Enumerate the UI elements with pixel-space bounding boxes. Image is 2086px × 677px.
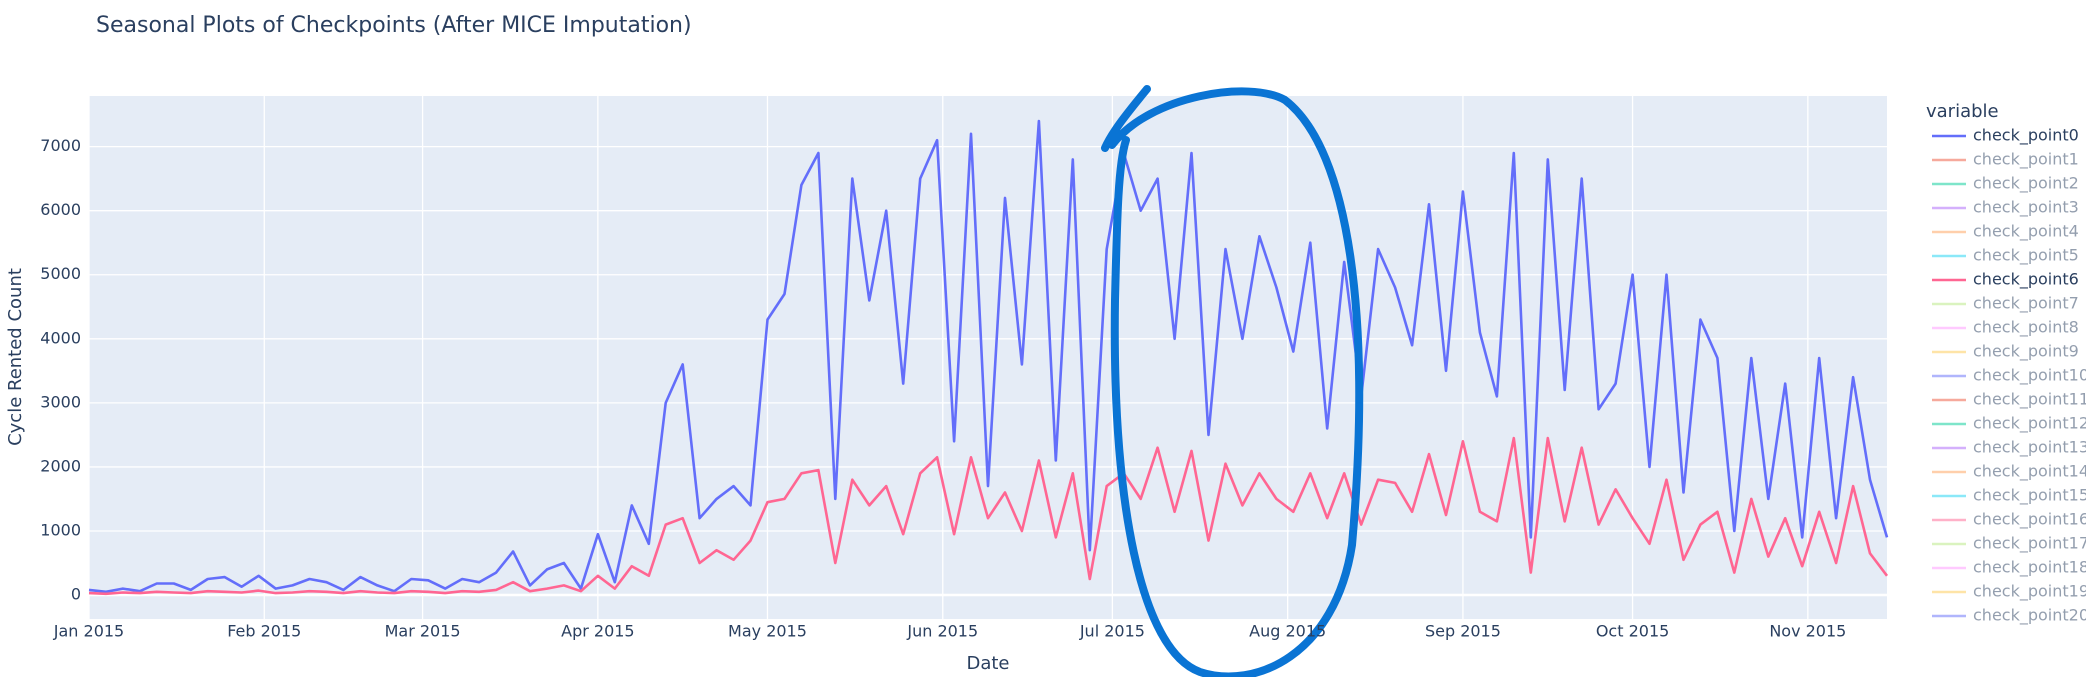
- series-line: [88, 119, 1889, 594]
- legend-label: check_point8: [1973, 318, 2079, 338]
- x-tick-label: Mar 2015: [385, 622, 461, 641]
- legend-label: check_point2: [1973, 174, 2079, 194]
- y-tick-label: 2000: [40, 456, 81, 475]
- plot-background: [89, 96, 1887, 619]
- x-tick-label: Nov 2015: [1769, 622, 1846, 641]
- legend-label: check_point10: [1973, 366, 2086, 386]
- legend-label: check_point20: [1973, 606, 2086, 626]
- y-tick-label: 0: [71, 585, 81, 604]
- x-tick-label: Feb 2015: [227, 622, 301, 641]
- legend-label: check_point7: [1973, 294, 2079, 314]
- legend-label: check_point17: [1973, 534, 2086, 554]
- chart-title: Seasonal Plots of Checkpoints (After MIC…: [96, 13, 692, 38]
- hand-drawn-circle: [1101, 85, 1364, 677]
- legend-label: check_point3: [1973, 198, 2079, 218]
- legend-label: check_point12: [1973, 414, 2086, 434]
- x-tick-label: Jul 2015: [1079, 622, 1145, 641]
- y-tick-label: 7000: [40, 136, 81, 155]
- legend-label: check_point0: [1973, 126, 2079, 146]
- legend-label: check_point14: [1973, 462, 2086, 482]
- x-axis-title: Date: [966, 653, 1009, 674]
- legend-label: check_point6: [1973, 270, 2079, 290]
- x-tick-label: Apr 2015: [561, 622, 634, 641]
- y-axis-title: Cycle Rented Count: [5, 268, 26, 446]
- x-tick-label: Aug 2015: [1249, 622, 1326, 641]
- x-tick-label: May 2015: [728, 622, 807, 641]
- legend-label: check_point15: [1973, 486, 2086, 506]
- lines: [88, 119, 1889, 596]
- legend-label: check_point11: [1973, 390, 2086, 410]
- y-tick-label: 4000: [40, 328, 81, 347]
- x-tick-label: Oct 2015: [1596, 622, 1669, 641]
- series-line: [88, 436, 1889, 596]
- y-tick-label: 3000: [40, 392, 81, 411]
- x-tick-label: Jan 2015: [53, 622, 124, 641]
- y-tick-label: 6000: [40, 200, 81, 219]
- y-tick-label: 5000: [40, 264, 81, 283]
- legend-title: variable: [1926, 101, 1999, 122]
- grid: [88, 96, 1887, 619]
- legend-label: check_point5: [1973, 246, 2079, 266]
- legend-label: check_point1: [1973, 150, 2079, 170]
- x-tick-label: Jun 2015: [906, 622, 978, 641]
- y-tick-label: 1000: [40, 520, 81, 539]
- legend-label: check_point18: [1973, 558, 2086, 578]
- legend-label: check_point4: [1973, 222, 2079, 242]
- legend-label: check_point13: [1973, 438, 2086, 458]
- x-tick-label: Sep 2015: [1425, 622, 1501, 641]
- legend-label: check_point9: [1973, 342, 2079, 362]
- legend-label: check_point19: [1973, 582, 2086, 602]
- legend-label: check_point16: [1973, 510, 2086, 530]
